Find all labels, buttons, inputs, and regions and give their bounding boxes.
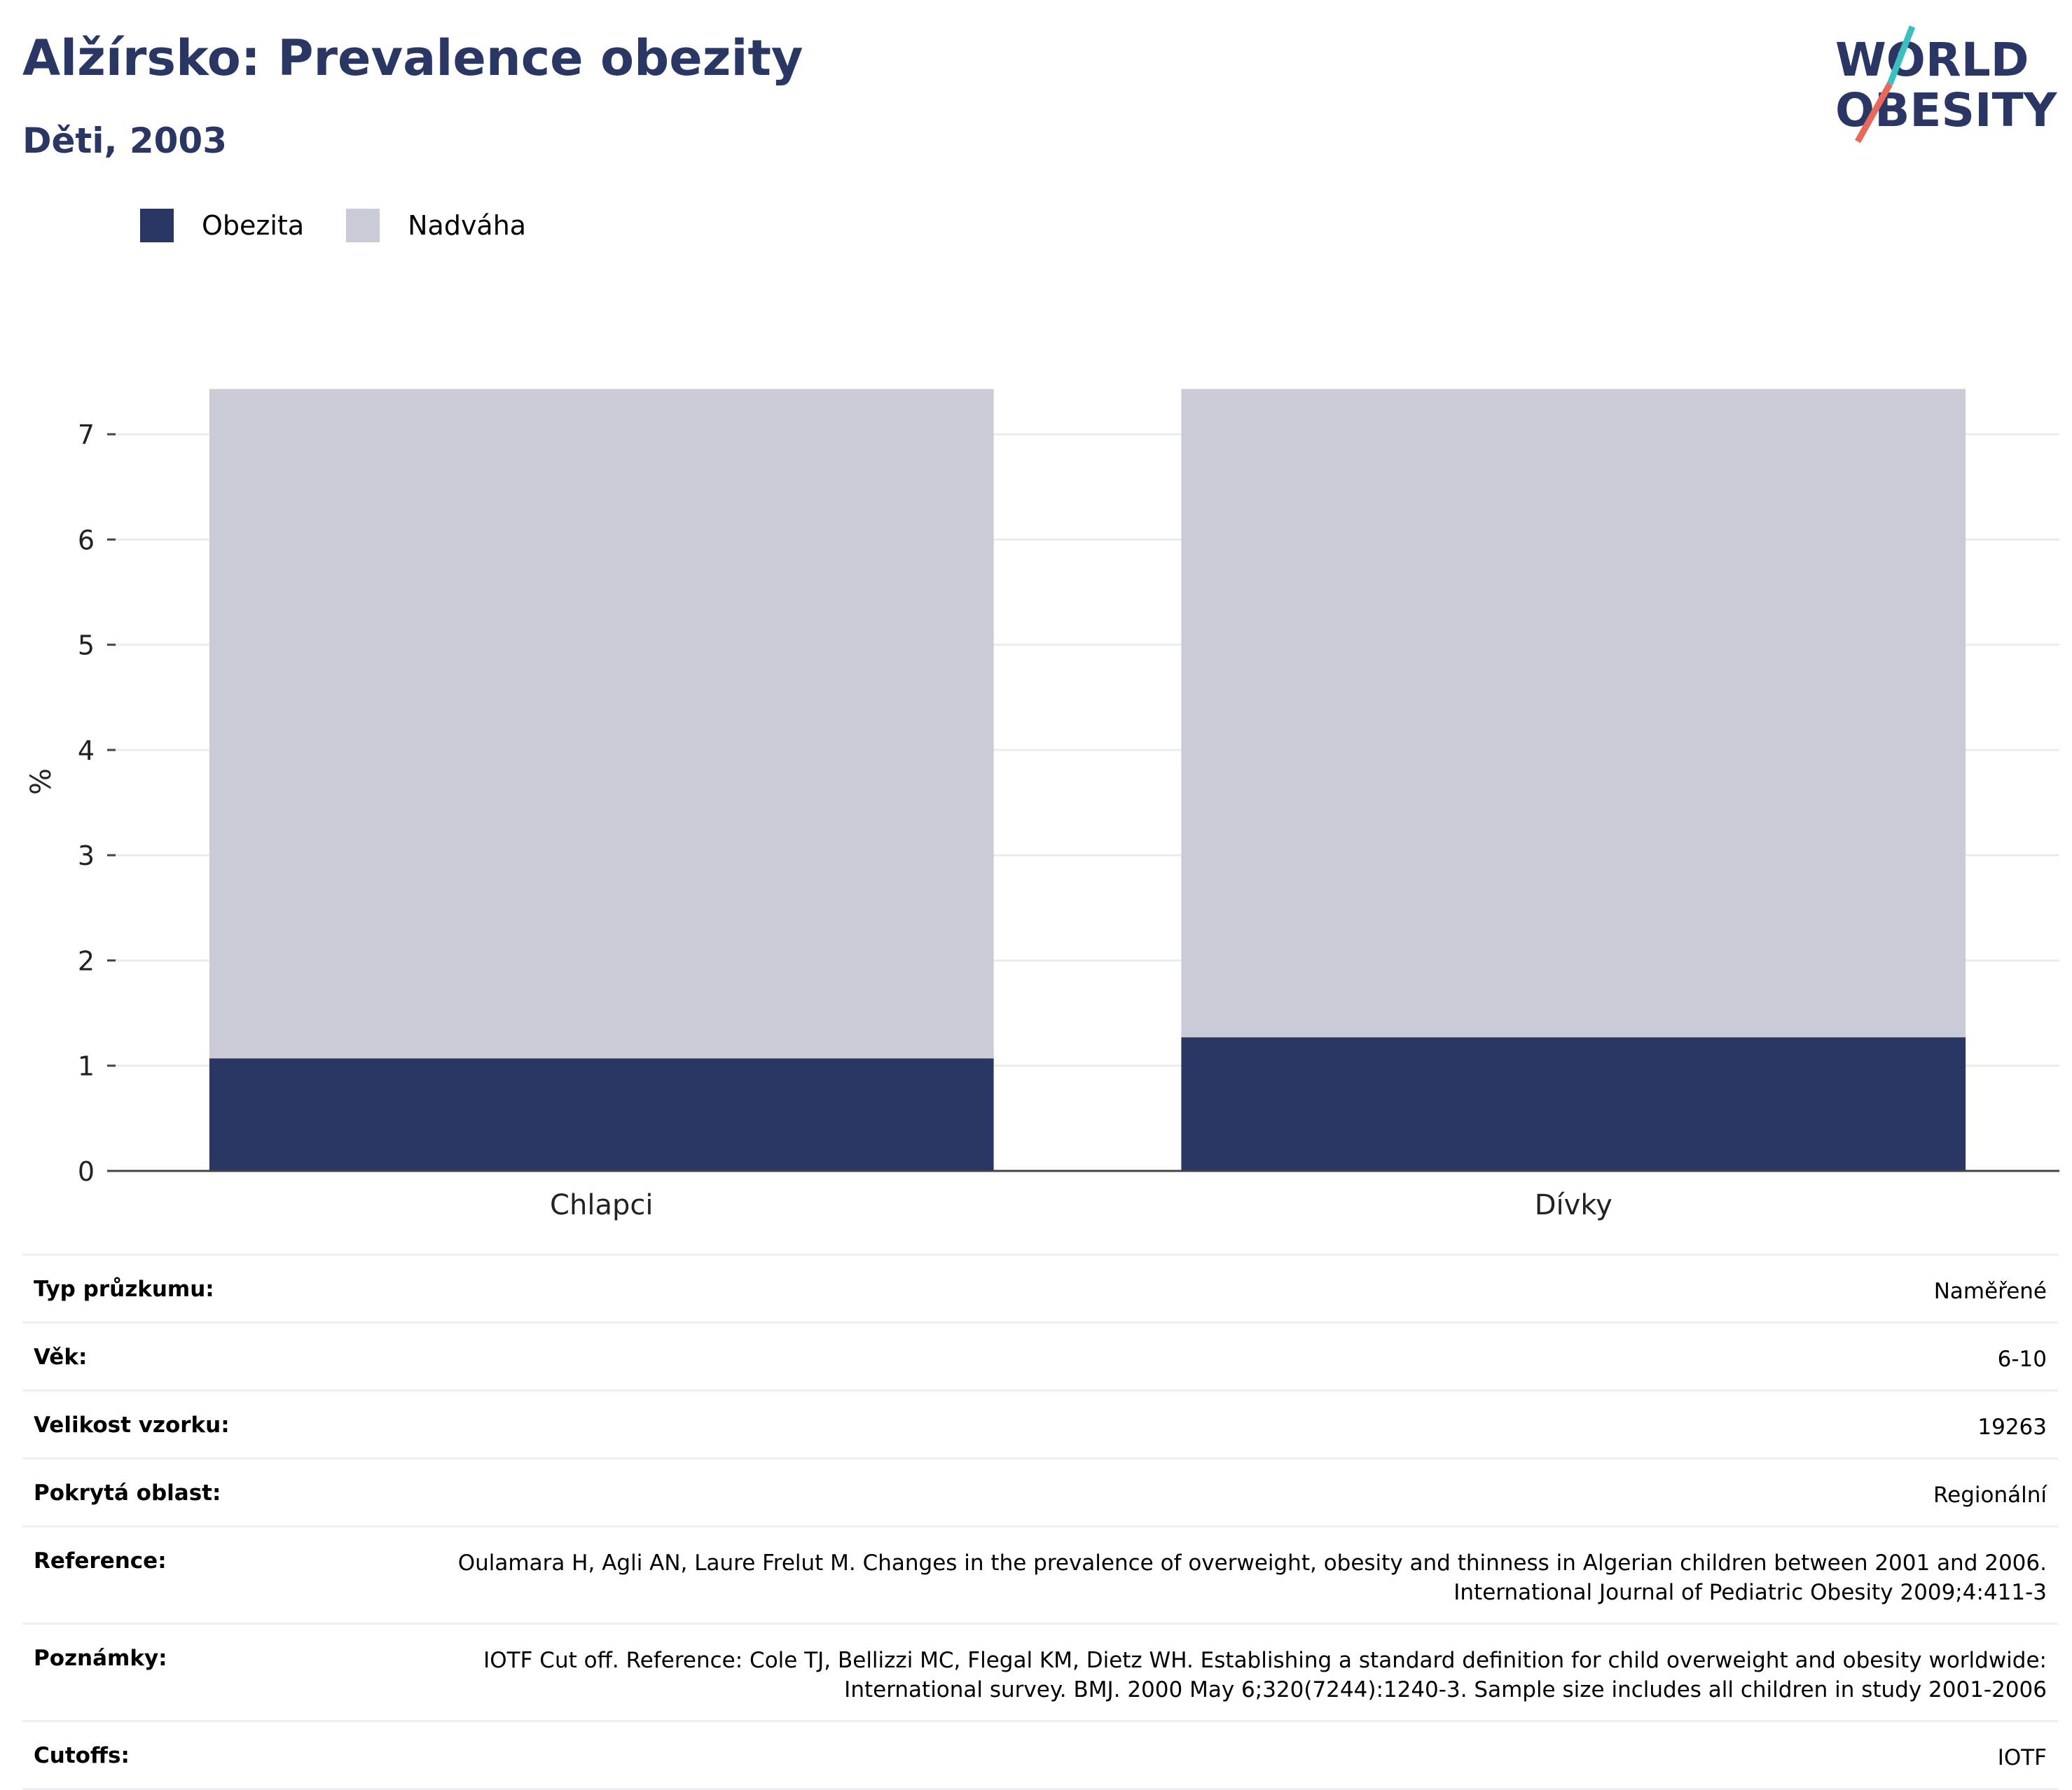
- y-tick-label: 4: [78, 735, 95, 766]
- chart-title: Alžírsko: Prevalence obezity: [22, 29, 803, 87]
- bar-obezita-chlapci[interactable]: [209, 1058, 994, 1171]
- logo-red-slash: [1855, 82, 1893, 144]
- y-tick-label: 6: [78, 525, 95, 555]
- legend-item-obezita[interactable]: Obezita: [140, 209, 304, 242]
- meta-value: Regionální: [1933, 1483, 2047, 1508]
- y-tick-label: 2: [78, 945, 95, 976]
- x-tick-label: Dívky: [1535, 1189, 1612, 1221]
- y-tick-label: 1: [78, 1051, 95, 1082]
- legend-label: Nadváha: [408, 210, 527, 241]
- meta-row: Věk: 6-10: [22, 1321, 2058, 1389]
- legend-label: Obezita: [202, 210, 305, 241]
- y-axis-label: %: [25, 768, 57, 795]
- meta-label: Velikost vzorku:: [34, 1413, 230, 1438]
- meta-label: Typ průzkumu:: [34, 1277, 214, 1302]
- legend-item-nadvaha[interactable]: Nadváha: [346, 209, 526, 242]
- meta-label: Poznámky:: [34, 1646, 167, 1671]
- bars: [209, 389, 1966, 1171]
- bar-nadváha-dívky[interactable]: [1181, 389, 1966, 1038]
- bar-chart: 0 1 2 3 4 5 6 7 Chlapci Dívky %: [25, 389, 2059, 1221]
- logo-teal-slash: [1886, 25, 1916, 85]
- x-tick-label: Chlapci: [550, 1189, 653, 1221]
- meta-value: IOTF Cut off. Reference: Cole TJ, Belliz…: [483, 1648, 2047, 1702]
- meta-value: Oulamara H, Agli AN, Laure Frelut M. Cha…: [457, 1550, 2047, 1605]
- y-tick-label: 7: [78, 419, 95, 450]
- meta-label: Věk:: [34, 1345, 88, 1370]
- y-tick-label: 0: [78, 1156, 95, 1187]
- meta-label: Reference:: [34, 1548, 167, 1574]
- legend-swatch-nadvaha: [346, 209, 380, 242]
- bar-nadváha-chlapci[interactable]: [209, 389, 994, 1059]
- legend-swatch-obezita: [140, 209, 174, 242]
- meta-row: Velikost vzorku: 19263: [22, 1389, 2058, 1457]
- meta-value: 6-10: [1997, 1347, 2047, 1372]
- world-obesity-logo: WORLD OBESITY: [1835, 25, 2058, 144]
- meta-value: 19263: [1977, 1415, 2047, 1440]
- legend: Obezita Nadváha: [140, 209, 568, 242]
- meta-value: Naměřené: [1933, 1279, 2047, 1304]
- survey-details-table: Typ průzkumu: Naměřené Věk: 6-10 Velikost vz…: [22, 1254, 2058, 1790]
- meta-row: Poznámky: IOTF Cut off. Reference: Cole T…: [22, 1623, 2058, 1720]
- y-tick-label: 3: [78, 840, 95, 871]
- meta-row: Typ průzkumu: Naměřené: [22, 1254, 2058, 1321]
- bar-obezita-dívky[interactable]: [1181, 1037, 1966, 1171]
- x-tick-labels: Chlapci Dívky: [550, 1189, 1612, 1221]
- logo-line1: WORLD: [1835, 33, 2029, 87]
- y-tick-label: 5: [78, 630, 95, 661]
- meta-label: Cutoffs:: [34, 1743, 130, 1768]
- y-tick-labels: 0 1 2 3 4 5 6 7: [78, 419, 116, 1187]
- meta-row: Reference: Oulamara H, Agli AN, Laure Fre…: [22, 1525, 2058, 1623]
- meta-row: Pokrytá oblast: Regionální: [22, 1457, 2058, 1525]
- chart-subtitle: Děti, 2003: [22, 120, 228, 161]
- meta-value: IOTF: [1997, 1745, 2047, 1770]
- meta-label: Pokrytá oblast:: [34, 1480, 221, 1506]
- meta-row: Cutoffs: IOTF: [22, 1720, 2058, 1790]
